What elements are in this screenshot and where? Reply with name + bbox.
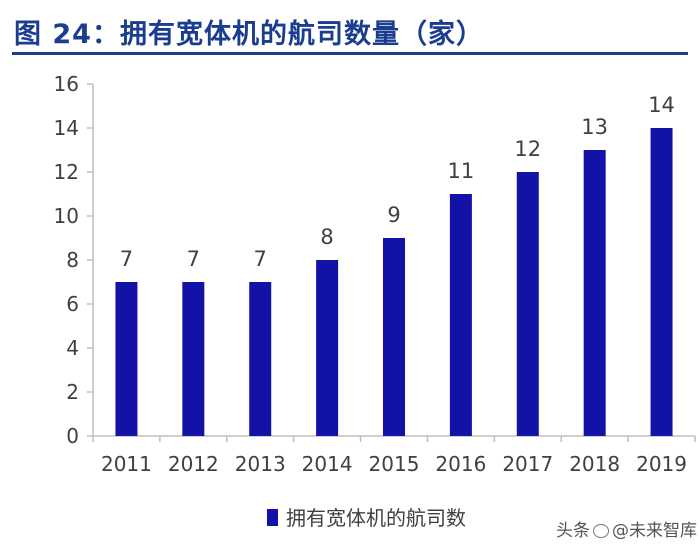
data-label: 13 (581, 115, 608, 139)
x-tick-label: 2014 (302, 452, 353, 476)
data-label: 8 (320, 225, 333, 249)
y-tick-label: 10 (54, 204, 79, 228)
x-tick-label: 2015 (369, 452, 420, 476)
bar (182, 282, 205, 436)
data-label: 14 (648, 93, 675, 117)
legend-swatch (267, 509, 278, 526)
data-label: 7 (254, 247, 267, 271)
y-tick-label: 16 (54, 72, 79, 96)
bar (249, 282, 272, 436)
data-label: 7 (120, 247, 133, 271)
watermark-prefix: 头条 (556, 521, 590, 541)
y-tick-label: 4 (66, 336, 79, 360)
x-tick-label: 2019 (636, 452, 687, 476)
watermark-suffix: @未来智库 (612, 521, 697, 541)
bar (449, 194, 472, 436)
x-tick-label: 2011 (101, 452, 152, 476)
x-tick-label: 2016 (435, 452, 486, 476)
bar (583, 150, 606, 436)
x-tick-label: 2012 (168, 452, 219, 476)
chat-bubble-icon (593, 524, 609, 538)
x-tick-label: 2013 (235, 452, 286, 476)
x-tick-label: 2017 (502, 452, 553, 476)
y-tick-label: 0 (66, 424, 79, 448)
bar (115, 282, 138, 436)
legend-label: 拥有宽体机的航司数 (286, 506, 466, 530)
y-tick-label: 14 (54, 116, 79, 140)
chart-title: 图 24：拥有宽体机的航司数量（家） (14, 19, 484, 50)
y-tick-label: 12 (54, 160, 79, 184)
data-label: 9 (387, 203, 400, 227)
bar (383, 238, 405, 436)
bar-chart: 0 2 4 6 8 10 12 14 16 7 2011 7 2012 7 2013 8 2014 9 2015 11… (54, 72, 696, 530)
watermark: 头条 @未来智库 (556, 516, 697, 541)
y-tick-label: 8 (66, 248, 79, 272)
data-label: 7 (187, 247, 200, 271)
bar (316, 260, 339, 436)
bar (650, 128, 673, 436)
title-bar: 图 24：拥有宽体机的航司数量（家） (12, 8, 688, 55)
data-label: 11 (448, 159, 475, 183)
bar (516, 172, 539, 436)
data-label: 12 (514, 137, 541, 161)
y-tick-label: 2 (66, 380, 79, 404)
y-tick-label: 6 (66, 292, 79, 316)
title-underline (12, 52, 688, 55)
x-tick-label: 2018 (569, 452, 620, 476)
